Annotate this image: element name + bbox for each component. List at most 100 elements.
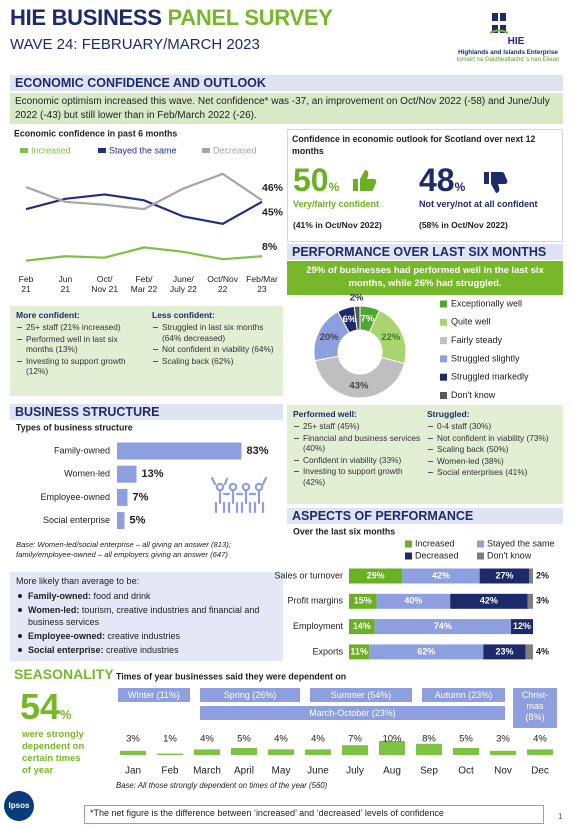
headline-text: were strongly dependent on certain times…: [22, 729, 85, 776]
data-label: 74%: [434, 621, 452, 631]
x-tick-label: Jan: [125, 766, 141, 777]
list-item: Women-led (38%): [427, 456, 559, 467]
bar: [379, 741, 405, 755]
legend-label: Stayed the same: [109, 145, 177, 155]
list-item: Family-owned: food and drink: [16, 590, 278, 602]
bar-segment: [525, 644, 533, 660]
y-tick-label: Employment: [293, 621, 344, 631]
season: Autumn (23%): [422, 688, 505, 702]
legend-swatch: [440, 318, 447, 326]
bar-segment: [402, 568, 480, 584]
logo-mark: HIE: [507, 36, 525, 47]
item-label: Women-led:: [28, 605, 80, 615]
bar: [117, 512, 125, 530]
data-label: 5%: [459, 734, 473, 745]
list-item: Women-led: tourism, creative industries …: [16, 604, 278, 628]
legend-label: Exceptionally well: [451, 298, 522, 308]
legend-label: Increased: [31, 145, 71, 155]
legend-label: Increased: [415, 538, 455, 548]
bar: [117, 442, 242, 460]
list-item: Struggled in last six months (64% decrea…: [152, 322, 278, 343]
legend-label: Don't know: [451, 390, 496, 400]
bar-segment: [483, 644, 526, 660]
bar-segment: [374, 619, 511, 635]
legend-swatch: [405, 540, 412, 548]
list-item: Investing to support growth (12%): [16, 356, 144, 377]
list-item: Scaling back (50%): [427, 444, 559, 455]
data-label: 1%: [163, 734, 177, 745]
column-heading: Performed well:: [293, 409, 357, 419]
x-tick-label: Feb/ Mar 22: [130, 274, 158, 294]
x-tick-label: Nov: [494, 766, 512, 777]
page-number: 1: [558, 812, 563, 821]
data-label: 45%: [262, 207, 284, 219]
bar-segment: [450, 593, 528, 609]
outlook-figure: 48%: [419, 162, 465, 199]
data-label: 4%: [200, 734, 214, 745]
data-label: 22%: [381, 332, 401, 343]
legend-swatch: [440, 300, 447, 308]
item-text: creative industries: [103, 645, 179, 655]
unit: %: [454, 180, 466, 194]
list-item: Employee-owned: creative industries: [16, 630, 278, 642]
data-label: 5%: [237, 734, 251, 745]
legend-swatch: [477, 552, 484, 560]
list-item: 25+ staff (21% increased): [16, 322, 144, 333]
data-label: 3%: [496, 734, 510, 745]
bar: [194, 749, 220, 755]
item-text: creative industries: [105, 631, 181, 641]
list-item: Social enterprises (41%): [427, 467, 559, 478]
x-tick-label: Jun 21: [58, 274, 73, 294]
list-item: Not confident in viability (64%): [152, 344, 278, 355]
thumbs-down-icon: [484, 172, 508, 193]
season-span: March-October (23%): [200, 706, 505, 720]
data-label: 4%: [311, 734, 325, 745]
y-tick-label: Profit margins: [287, 596, 343, 606]
section-heading: ASPECTS OF PERFORMANCE: [287, 508, 563, 524]
legend-label: Struggled slightly: [451, 353, 520, 363]
line-series: [25, 246, 263, 262]
headline-figure: 54%: [20, 686, 72, 728]
intro-text: Economic optimism increased this wave. N…: [15, 96, 550, 121]
legend-label: Decreased: [415, 550, 459, 560]
bullet-list: 0-4 staff (30%) Not confident in viabilit…: [427, 421, 559, 479]
chart-title: Types of business structure: [16, 422, 133, 432]
legend-swatch: [20, 148, 28, 153]
bar-segment: [510, 619, 533, 635]
legend-label: Decreased: [213, 145, 257, 155]
bar: [527, 749, 553, 755]
bar: [305, 749, 331, 755]
list-item: Social enterprise: creative industries: [16, 644, 278, 656]
x-tick-label: Sep: [420, 766, 438, 777]
unit: %: [328, 180, 340, 194]
data-label: 10%: [382, 734, 402, 745]
x-tick-label: Oct/ Nov 21: [91, 274, 119, 294]
pie-slice: [314, 355, 406, 399]
list-item: Not confident in viability (73%): [427, 433, 559, 444]
logo-name: Highlands and Islands Enterprise: [458, 49, 558, 56]
list-item: 25+ staff (45%): [293, 421, 421, 432]
data-label: 2%: [536, 570, 549, 580]
data-label: 4%: [274, 734, 288, 745]
list-item: 0-4 staff (30%): [427, 421, 559, 432]
data-label: 3%: [536, 596, 549, 606]
people-icon: [210, 476, 268, 514]
season: Winter (11%): [118, 688, 190, 702]
bullet-list: 25+ staff (21% increased) Performed well …: [16, 322, 144, 378]
x-tick-label: Feb 21: [18, 274, 34, 294]
bullet-list: Struggled in last six months (64% decrea…: [152, 322, 278, 367]
data-label: 23%: [495, 646, 513, 656]
bar: [157, 753, 183, 755]
footnote: *The net figure is the difference betwee…: [90, 808, 444, 818]
legend-label: Struggled markedly: [451, 372, 529, 382]
legend-swatch: [440, 373, 447, 381]
outlook-label: Not very/not at all confident: [419, 199, 538, 209]
x-tick-label: April: [234, 766, 254, 777]
bar: [120, 750, 146, 755]
data-label: 7%: [348, 734, 362, 745]
banner-text: 29% of businesses had performed well in …: [306, 265, 544, 289]
y-tick-label: Sales or turnover: [274, 570, 343, 580]
y-tick-label: Employee-owned: [40, 492, 110, 502]
data-label: 40%: [404, 596, 422, 606]
